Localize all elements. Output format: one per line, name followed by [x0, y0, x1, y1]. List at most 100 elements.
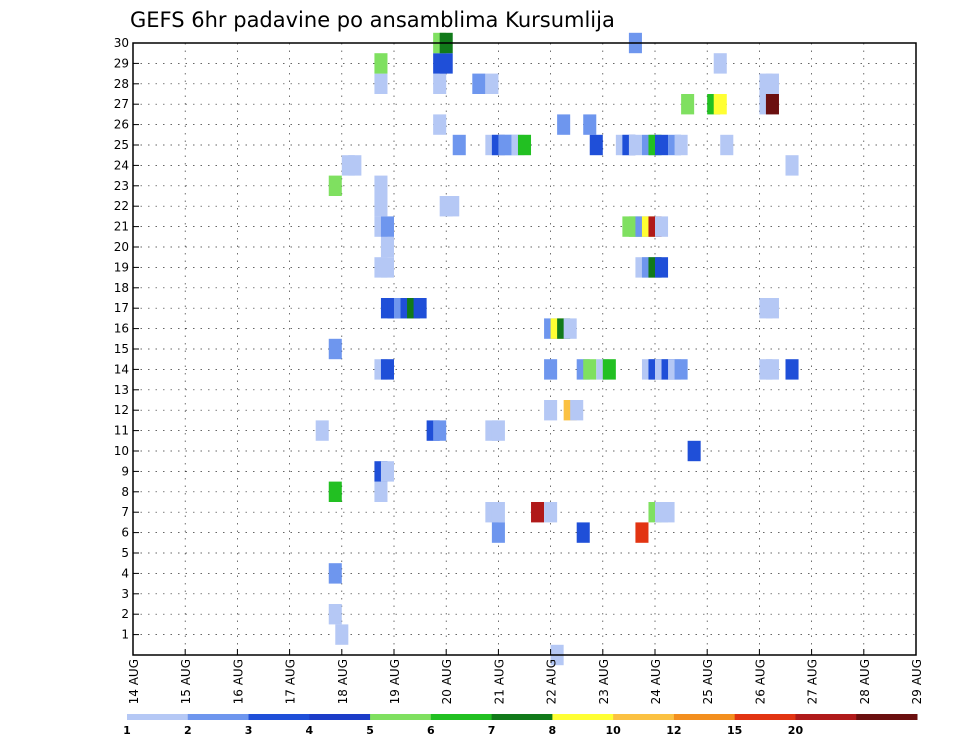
- heatmap-cell: [328, 604, 342, 625]
- x-tick-label: 19 AUG: [388, 659, 402, 704]
- heatmap-cell: [328, 563, 342, 584]
- y-tick-label: 21: [114, 220, 129, 234]
- x-tick-label: 28 AUG: [858, 659, 872, 704]
- colorbar-label: 2: [184, 724, 192, 737]
- heatmap-cell: [517, 134, 532, 156]
- y-tick-label: 12: [114, 403, 129, 417]
- x-tick-label: 23 AUG: [597, 659, 611, 704]
- heatmap-cell: [576, 522, 590, 543]
- heatmap-cell: [433, 420, 447, 441]
- y-tick-label: 27: [114, 97, 129, 111]
- heatmap-cell: [328, 338, 342, 360]
- y-tick-label: 15: [114, 342, 129, 356]
- y-tick-label: 28: [114, 77, 129, 91]
- y-axis: 1234567891011121314151617181920212223242…: [114, 36, 139, 642]
- heatmap-cell: [491, 420, 505, 441]
- heatmap-cell: [655, 216, 669, 237]
- colorbar-swatch: [673, 714, 736, 720]
- heatmap-cell: [687, 440, 701, 462]
- heatmap-cells: [315, 32, 799, 666]
- y-tick-label: 30: [114, 36, 129, 50]
- x-tick-label: 16 AUG: [231, 659, 245, 704]
- x-tick-label: 20 AUG: [440, 659, 454, 704]
- heatmap-cell: [583, 359, 597, 380]
- y-tick-label: 3: [121, 587, 129, 601]
- x-tick-label: 24 AUG: [649, 659, 663, 704]
- heatmap-cell: [602, 359, 616, 380]
- x-tick-label: 26 AUG: [753, 659, 767, 704]
- heatmap-cell: [531, 502, 545, 523]
- heatmap-cell: [765, 359, 779, 380]
- x-tick-label: 25 AUG: [701, 659, 715, 704]
- heatmap-cell: [655, 257, 669, 278]
- chart-title: GEFS 6hr padavine po ansamblima Kursumli…: [130, 8, 615, 32]
- y-tick-label: 26: [114, 118, 129, 132]
- heatmap-cell: [720, 134, 734, 156]
- heatmap-cell: [681, 94, 695, 115]
- colorbar-swatch: [430, 714, 493, 720]
- heatmap-cell: [485, 73, 499, 94]
- colorbar-label: 4: [305, 724, 313, 737]
- heatmap-cell: [335, 624, 349, 645]
- x-tick-label: 21 AUG: [492, 659, 506, 704]
- colorbar-label: 8: [549, 724, 557, 737]
- colorbar-label: 12: [666, 724, 681, 737]
- heatmap-cell: [765, 94, 779, 115]
- y-tick-label: 24: [114, 158, 129, 172]
- heatmap-cell: [491, 502, 505, 523]
- heatmap-cell: [380, 236, 394, 258]
- y-tick-label: 17: [114, 301, 129, 315]
- heatmap-cell: [472, 73, 486, 94]
- colorbar-swatch: [127, 714, 189, 720]
- heatmap-cell: [374, 73, 388, 94]
- colorbar-label: 10: [605, 724, 621, 737]
- heatmap-cell: [583, 114, 597, 135]
- y-tick-label: 29: [114, 56, 129, 70]
- heatmap-cell: [380, 359, 394, 380]
- heatmap-cell: [570, 400, 584, 421]
- y-tick-label: 9: [121, 464, 129, 478]
- heatmap-cell: [380, 257, 394, 278]
- y-tick-label: 20: [114, 240, 129, 254]
- y-tick-label: 23: [114, 179, 129, 193]
- heatmap-cell: [380, 216, 394, 237]
- heatmap-cell: [433, 73, 447, 94]
- heatmap-cell: [315, 420, 329, 441]
- heatmap-cell: [589, 134, 603, 156]
- heatmap-cell: [557, 114, 571, 135]
- colorbar-label: 3: [245, 724, 253, 737]
- y-tick-label: 6: [121, 526, 129, 540]
- heatmap-cell: [452, 134, 466, 156]
- y-tick-label: 11: [114, 424, 129, 438]
- heatmap-cell: [374, 175, 388, 196]
- colorbar: 1 2 3 4 5 6 7 8 10 12 15 20: [123, 714, 918, 737]
- x-tick-label: 22 AUG: [545, 659, 559, 704]
- x-axis: 14 AUG 15 AUG 16 AUG 17 AUG 18 AUG 19 AUG 20 A…: [127, 649, 924, 704]
- colorbar-label: 6: [427, 724, 435, 737]
- heatmap-cell: [661, 502, 675, 523]
- y-tick-label: 4: [121, 566, 129, 580]
- y-tick-label: 1: [121, 628, 129, 642]
- heatmap-cell: [433, 114, 447, 135]
- heatmap-cell: [785, 155, 799, 176]
- heatmap-cell: [713, 53, 727, 74]
- y-tick-label: 7: [121, 505, 129, 519]
- heatmap-cell: [374, 53, 388, 74]
- y-tick-label: 8: [121, 485, 129, 499]
- x-tick-label: 17 AUG: [284, 659, 298, 704]
- colorbar-swatch: [370, 714, 432, 720]
- grid: [133, 42, 916, 655]
- heatmap-cell: [380, 461, 394, 482]
- heatmap-cell: [328, 481, 342, 502]
- colorbar-label: 5: [366, 724, 374, 737]
- y-tick-label: 22: [114, 199, 129, 213]
- colorbar-swatch: [187, 714, 250, 720]
- colorbar-label: 20: [788, 724, 804, 737]
- colorbar-label: 15: [727, 724, 742, 737]
- heatmap-cell: [713, 94, 727, 115]
- heatmap-cell: [328, 175, 342, 196]
- heatmap-cell: [635, 522, 649, 543]
- x-tick-label: 18 AUG: [336, 659, 350, 704]
- heatmap-cell: [765, 73, 779, 94]
